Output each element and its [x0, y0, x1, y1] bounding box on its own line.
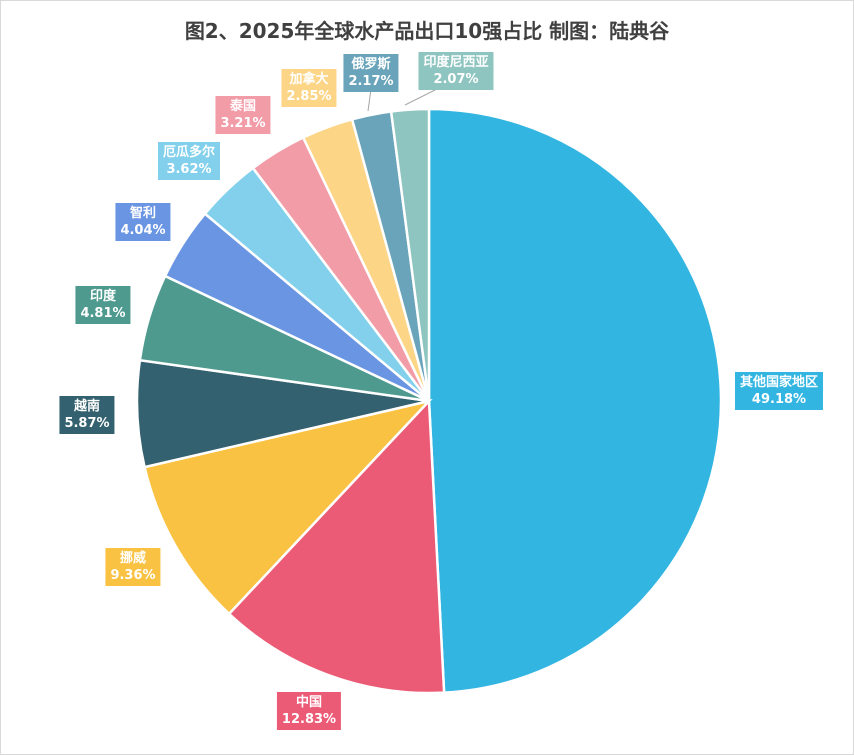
data-label: 俄罗斯 2.17%: [343, 54, 399, 92]
slice-value: 9.36%: [110, 568, 156, 583]
data-label: 泰国 3.21%: [215, 96, 271, 134]
slice-value: 5.87%: [64, 416, 110, 431]
slice-value: 49.18%: [751, 392, 807, 407]
slice-value: 2.17%: [348, 74, 394, 89]
slice-value: 2.85%: [286, 89, 332, 104]
slice-value: 4.81%: [80, 306, 126, 321]
slice-name: 厄瓜多尔: [162, 145, 216, 160]
data-label: 印度尼西亚 2.07%: [418, 52, 494, 90]
leader-line: [367, 88, 372, 112]
data-label: 加拿大 2.85%: [281, 69, 337, 107]
slice-name: 中国: [295, 695, 322, 710]
slice-name: 俄罗斯: [351, 57, 391, 72]
data-label: 其他国家地区 49.18%: [734, 372, 824, 410]
leader-line: [404, 86, 442, 106]
slice-name: 智利: [129, 206, 157, 221]
pie-slice: [427, 107, 723, 694]
data-label: 挪威 9.36%: [105, 548, 161, 586]
chart-title: 图2、2025年全球水产品出口10强占比 制图：陆典谷: [184, 19, 670, 43]
slice-value: 3.62%: [166, 162, 212, 177]
pie-slice: [227, 398, 446, 695]
data-label: 中国 12.83%: [276, 692, 342, 730]
data-label: 越南 5.87%: [59, 396, 115, 434]
slice-value: 4.04%: [120, 223, 166, 238]
data-label: 印度 4.81%: [75, 286, 131, 324]
slice-value: 2.07%: [433, 72, 479, 87]
slice-name: 印度: [89, 289, 117, 304]
slice-name: 其他国家地区: [739, 375, 819, 390]
slice-name: 印度尼西亚: [423, 55, 489, 70]
data-label: 智利 4.04%: [115, 203, 171, 241]
slice-name: 挪威: [119, 551, 147, 566]
slice-name: 加拿大: [289, 72, 329, 87]
slice-name: 越南: [73, 399, 101, 414]
slice-value: 12.83%: [281, 712, 337, 727]
data-label: 厄瓜多尔 3.62%: [157, 142, 221, 180]
slice-name: 泰国: [229, 99, 257, 114]
pie-slice: [389, 107, 431, 402]
slice-value: 3.21%: [220, 116, 266, 131]
pie-slice: [143, 398, 433, 616]
